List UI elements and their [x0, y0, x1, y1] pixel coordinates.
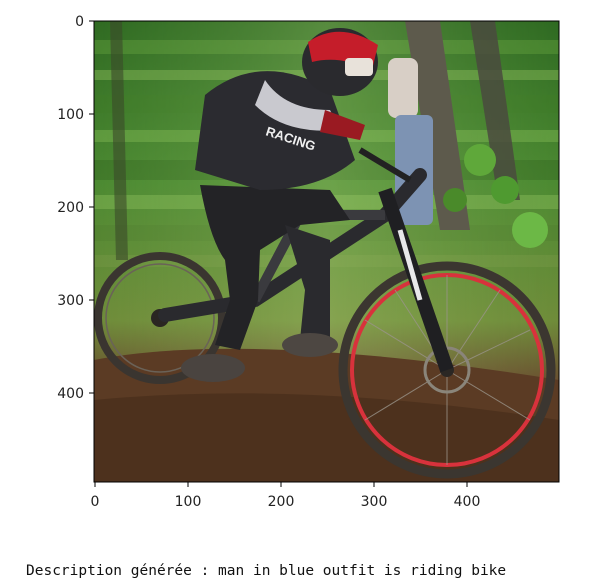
tree-trunks: [110, 21, 520, 260]
x-tick-label: 400: [454, 494, 481, 510]
x-tick-label: 200: [268, 494, 295, 510]
axes-frame: [93, 20, 560, 483]
y-tick-label: 100: [57, 107, 84, 123]
x-axis: 0 100 200 300 400: [91, 482, 481, 510]
generated-description-caption: Description générée : man in blue outfit…: [26, 563, 507, 579]
photo: RACING: [94, 21, 559, 482]
x-tick-label: 300: [361, 494, 388, 510]
x-tick-label: 100: [175, 494, 202, 510]
y-tick-label: 200: [57, 200, 84, 216]
y-tick-label: 400: [57, 386, 84, 402]
y-axis: 0 100 200 300 400: [57, 14, 94, 402]
x-tick-label: 0: [91, 494, 100, 510]
leaves-right: [443, 144, 548, 248]
image-figure: RACING 0 100 200 300 400 0 100 200: [57, 14, 560, 510]
y-tick-label: 300: [57, 293, 84, 309]
rider: RACING: [181, 28, 378, 382]
y-tick-label: 0: [75, 14, 84, 30]
